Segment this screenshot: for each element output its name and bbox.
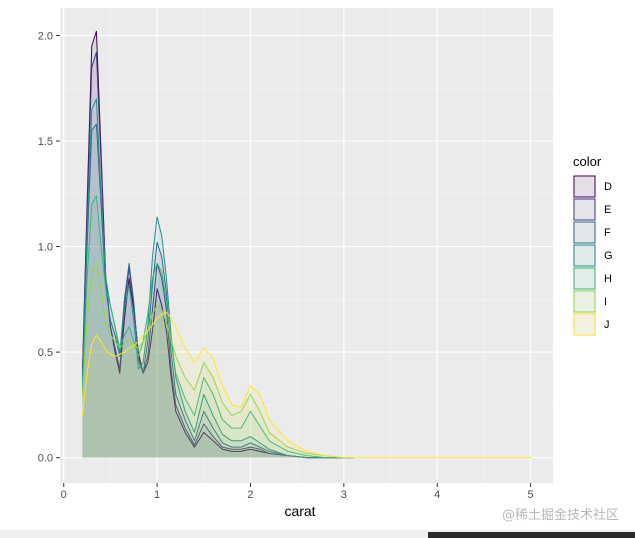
legend-key-I — [573, 290, 596, 313]
density-line-J — [81, 311, 532, 459]
x-axis-title: carat — [284, 503, 315, 519]
y-tick-label: 0.5 — [38, 347, 53, 359]
density-line-H — [81, 195, 354, 459]
density-area-G — [82, 98, 354, 458]
watermark: @稀土掘金技术社区 — [502, 507, 619, 523]
legend-key-bg — [573, 290, 596, 313]
density-line-F — [81, 123, 354, 459]
legend-key-E — [573, 198, 596, 221]
legend-title: color — [573, 154, 602, 169]
x-tick-label: 5 — [528, 489, 534, 501]
legend-key-bg — [573, 198, 596, 221]
x-tick-label: 4 — [434, 489, 440, 501]
legend-label-F: F — [604, 227, 611, 239]
bottom-strip — [0, 530, 635, 538]
legend-key-bg — [573, 267, 596, 290]
legend-key-J — [573, 313, 596, 336]
x-tick-label: 2 — [247, 489, 253, 501]
bottom-strip-dark — [428, 532, 635, 538]
density-line-I — [81, 262, 354, 459]
legend-key-bg — [573, 175, 596, 198]
y-tick-label: 0.0 — [38, 453, 53, 465]
legend-label-D: D — [604, 181, 612, 193]
legend-key-bg — [573, 313, 596, 336]
x-tick-label: 3 — [341, 489, 347, 501]
legend-key-H — [573, 267, 596, 290]
density-area-J — [82, 312, 532, 458]
legend-key-bg — [573, 221, 596, 244]
legend-key-F — [573, 221, 596, 244]
y-tick-label: 1.5 — [38, 136, 53, 148]
x-axis-ticks: 0 1 2 3 4 5 — [61, 483, 534, 501]
density-area-F — [82, 124, 354, 458]
series-layer — [81, 30, 532, 459]
x-tick-label: 1 — [154, 489, 160, 501]
grid-minor-lines — [60, 8, 553, 483]
legend-key-G — [573, 244, 596, 267]
y-axis-ticks: 0.0 0.5 1.0 1.5 2.0 — [38, 30, 60, 465]
legend-label-E: E — [604, 204, 611, 216]
legend-key-D — [573, 175, 596, 198]
density-area-D — [82, 31, 354, 458]
y-tick-label: 1.0 — [38, 242, 53, 254]
density-area-H — [82, 195, 354, 458]
legend-label-J: J — [604, 319, 610, 331]
y-tick-label: 2.0 — [38, 30, 53, 42]
legend-label-I: I — [604, 296, 607, 308]
x-tick-label: 0 — [61, 489, 67, 501]
legend-key-bg — [573, 244, 596, 267]
density-area-I — [82, 263, 354, 458]
legend-label-G: G — [604, 250, 613, 262]
panel-background — [60, 8, 553, 483]
density-area-E — [82, 52, 354, 458]
density-line-E — [81, 51, 354, 459]
legend-label-H: H — [604, 273, 612, 285]
